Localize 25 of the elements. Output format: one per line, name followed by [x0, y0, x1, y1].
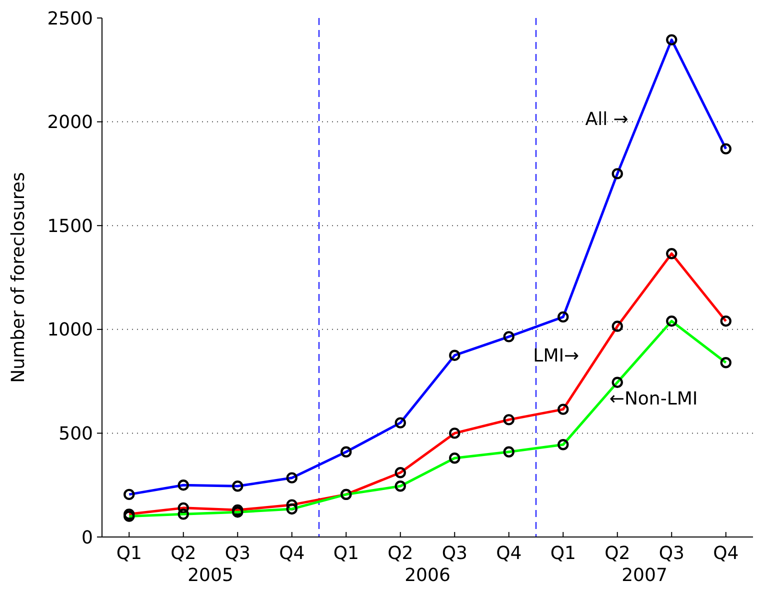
x-tick-label: Q4	[713, 543, 739, 564]
text: 2007	[622, 565, 668, 586]
x-tick-label: Q3	[442, 543, 468, 564]
x-tick-label: Q1	[116, 543, 142, 564]
x-tick-label: Q1	[550, 543, 576, 564]
x-tick-label: Q2	[604, 543, 630, 564]
y-tick-label: 1500	[47, 216, 93, 237]
x-tick-label: Q3	[658, 543, 684, 564]
x-tick-label: Q1	[333, 543, 359, 564]
series-label: All →	[585, 109, 628, 130]
y-tick-label: 2500	[47, 8, 93, 30]
y-tick-label: 0	[82, 527, 93, 548]
x-tick-label: Q4	[496, 543, 522, 564]
x-tick-label: Q2	[388, 543, 414, 564]
series-label: ←Non-LMI	[609, 388, 698, 410]
y-tick-label: 2000	[47, 112, 93, 134]
y-tick-label: 1000	[47, 320, 93, 341]
series-label: LMI→	[533, 346, 580, 367]
text: 2005	[188, 565, 234, 586]
x-tick-label: Q3	[224, 543, 250, 564]
x-tick-label: Q2	[170, 543, 196, 564]
text: 2006	[404, 565, 450, 586]
y-axis-title: Number of foreclosures	[8, 172, 29, 383]
x-tick-label: Q4	[279, 543, 305, 564]
y-tick-label: 500	[58, 424, 93, 444]
